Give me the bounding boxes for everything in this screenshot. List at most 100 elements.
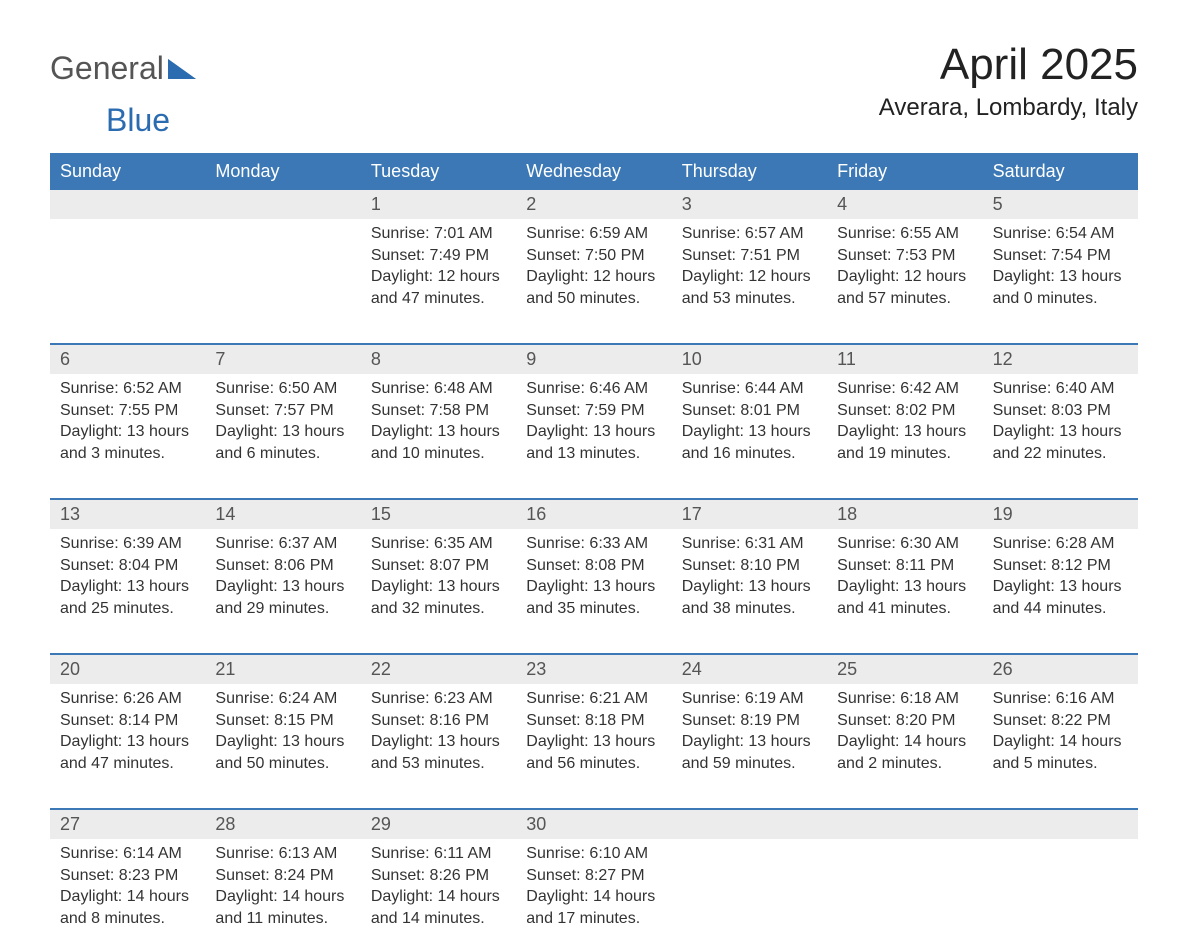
day-body: Sunrise: 6:19 AMSunset: 8:19 PMDaylight:… xyxy=(672,684,827,792)
day-number: 2 xyxy=(516,190,671,219)
day-body: Sunrise: 6:13 AMSunset: 8:24 PMDaylight:… xyxy=(205,839,360,947)
day-body-row: Sunrise: 6:26 AMSunset: 8:14 PM Daylight:… xyxy=(50,684,1138,792)
day-body: Sunrise: 6:11 AMSunset: 8:26 PMDaylight:… xyxy=(361,839,516,947)
day-line: Daylight: 12 hours xyxy=(682,266,817,288)
day-body-row: Sunrise: 6:39 AMSunset: 8:04 PMDaylight:… xyxy=(50,529,1138,637)
day-line: Sunset: 8:22 PM xyxy=(993,710,1128,732)
day-line: Sunset: 8:27 PM xyxy=(526,865,661,887)
day-body: Sunrise: 6:54 AMSunset: 7:54 PMDaylight:… xyxy=(983,219,1138,327)
weekday-saturday: Saturday xyxy=(983,153,1138,190)
week-block: 6789101112Sunrise: 6:52 AMSunset: 7:55 P… xyxy=(50,343,1138,482)
day-line: Sunset: 7:49 PM xyxy=(371,245,506,267)
day-line: Sunrise: 6:21 AM xyxy=(526,688,661,710)
day-line: and 6 minutes. xyxy=(215,443,350,465)
day-line: and 11 minutes. xyxy=(215,908,350,930)
day-body: Sunrise: 6:52 AMSunset: 7:55 PMDaylight:… xyxy=(50,374,205,482)
day-line: and 14 minutes. xyxy=(371,908,506,930)
day-number: 1 xyxy=(361,190,516,219)
day-body xyxy=(205,219,360,327)
day-line: and 56 minutes. xyxy=(526,753,661,775)
day-line: Daylight: 13 hours xyxy=(371,576,506,598)
day-body: Sunrise: 6:37 AMSunset: 8:06 PMDaylight:… xyxy=(205,529,360,637)
day-line: Sunset: 8:12 PM xyxy=(993,555,1128,577)
day-line: Sunset: 7:55 PM xyxy=(60,400,195,422)
day-line: Sunset: 8:01 PM xyxy=(682,400,817,422)
day-line: Daylight: 14 hours xyxy=(215,886,350,908)
day-line: and 41 minutes. xyxy=(837,598,972,620)
day-line: and 3 minutes. xyxy=(60,443,195,465)
logo: General xyxy=(50,50,196,87)
day-number: 20 xyxy=(50,655,205,684)
day-line: Sunset: 7:51 PM xyxy=(682,245,817,267)
day-line: Sunrise: 6:39 AM xyxy=(60,533,195,555)
day-line: Sunset: 8:15 PM xyxy=(215,710,350,732)
day-line: Sunset: 8:14 PM xyxy=(60,710,195,732)
day-line: Sunrise: 6:28 AM xyxy=(993,533,1128,555)
day-line: Daylight: 13 hours xyxy=(682,421,817,443)
day-line: Daylight: 14 hours xyxy=(371,886,506,908)
day-line: Sunrise: 6:33 AM xyxy=(526,533,661,555)
daynum-row: 20212223242526 xyxy=(50,655,1138,684)
day-line: Daylight: 12 hours xyxy=(371,266,506,288)
day-number xyxy=(672,810,827,839)
day-body xyxy=(827,839,982,947)
day-number: 24 xyxy=(672,655,827,684)
day-line: Sunset: 8:07 PM xyxy=(371,555,506,577)
day-line: and 53 minutes. xyxy=(371,753,506,775)
day-body: Sunrise: 6:30 AMSunset: 8:11 PMDaylight:… xyxy=(827,529,982,637)
day-number: 7 xyxy=(205,345,360,374)
day-line: Sunrise: 6:10 AM xyxy=(526,843,661,865)
day-body: Sunrise: 6:23 AMSunset: 8:16 PMDaylight:… xyxy=(361,684,516,792)
day-body: Sunrise: 6:39 AMSunset: 8:04 PMDaylight:… xyxy=(50,529,205,637)
day-line: and 0 minutes. xyxy=(993,288,1128,310)
weekday-friday: Friday xyxy=(827,153,982,190)
daynum-row: 13141516171819 xyxy=(50,500,1138,529)
day-number: 10 xyxy=(672,345,827,374)
day-body: Sunrise: 6:18 AMSunset: 8:20 PMDaylight:… xyxy=(827,684,982,792)
day-line: and 44 minutes. xyxy=(993,598,1128,620)
day-number: 27 xyxy=(50,810,205,839)
day-line: Sunrise: 6:50 AM xyxy=(215,378,350,400)
day-body-row: Sunrise: 6:14 AMSunset: 8:23 PMDaylight:… xyxy=(50,839,1138,947)
day-line: Sunrise: 6:26 AM xyxy=(60,688,195,710)
day-line: Sunset: 8:26 PM xyxy=(371,865,506,887)
day-number: 28 xyxy=(205,810,360,839)
day-line: Daylight: 13 hours xyxy=(371,731,506,753)
day-number: 14 xyxy=(205,500,360,529)
day-number: 25 xyxy=(827,655,982,684)
day-line: Sunrise: 6:57 AM xyxy=(682,223,817,245)
day-number: 19 xyxy=(983,500,1138,529)
week-block: 20212223242526Sunrise: 6:26 AMSunset: 8:… xyxy=(50,653,1138,792)
day-number: 9 xyxy=(516,345,671,374)
day-line: and 47 minutes. xyxy=(371,288,506,310)
day-body: Sunrise: 6:42 AMSunset: 8:02 PMDaylight:… xyxy=(827,374,982,482)
day-line: Daylight: 13 hours xyxy=(993,576,1128,598)
day-line: Daylight: 14 hours xyxy=(993,731,1128,753)
day-line: Daylight: 13 hours xyxy=(837,421,972,443)
day-body: Sunrise: 6:16 AMSunset: 8:22 PMDaylight:… xyxy=(983,684,1138,792)
day-line: Sunset: 8:06 PM xyxy=(215,555,350,577)
day-body: Sunrise: 6:57 AMSunset: 7:51 PMDaylight:… xyxy=(672,219,827,327)
day-number: 29 xyxy=(361,810,516,839)
day-line: Daylight: 14 hours xyxy=(60,886,195,908)
day-line: Sunset: 8:18 PM xyxy=(526,710,661,732)
day-body: Sunrise: 6:31 AMSunset: 8:10 PMDaylight:… xyxy=(672,529,827,637)
day-line: Sunrise: 6:23 AM xyxy=(371,688,506,710)
weekday-thursday: Thursday xyxy=(672,153,827,190)
day-line: Sunset: 7:58 PM xyxy=(371,400,506,422)
day-line: Sunset: 8:16 PM xyxy=(371,710,506,732)
day-line: Daylight: 13 hours xyxy=(215,576,350,598)
day-body: Sunrise: 6:48 AMSunset: 7:58 PMDaylight:… xyxy=(361,374,516,482)
day-number xyxy=(983,810,1138,839)
day-line: Sunrise: 6:16 AM xyxy=(993,688,1128,710)
day-line: Sunrise: 6:37 AM xyxy=(215,533,350,555)
day-line: and 25 minutes. xyxy=(60,598,195,620)
day-line: Sunrise: 6:19 AM xyxy=(682,688,817,710)
day-number: 13 xyxy=(50,500,205,529)
day-line: and 22 minutes. xyxy=(993,443,1128,465)
day-body: Sunrise: 6:10 AMSunset: 8:27 PMDaylight:… xyxy=(516,839,671,947)
month-title: April 2025 xyxy=(879,40,1138,90)
day-number: 4 xyxy=(827,190,982,219)
day-line: Daylight: 13 hours xyxy=(371,421,506,443)
day-line: Sunrise: 6:24 AM xyxy=(215,688,350,710)
